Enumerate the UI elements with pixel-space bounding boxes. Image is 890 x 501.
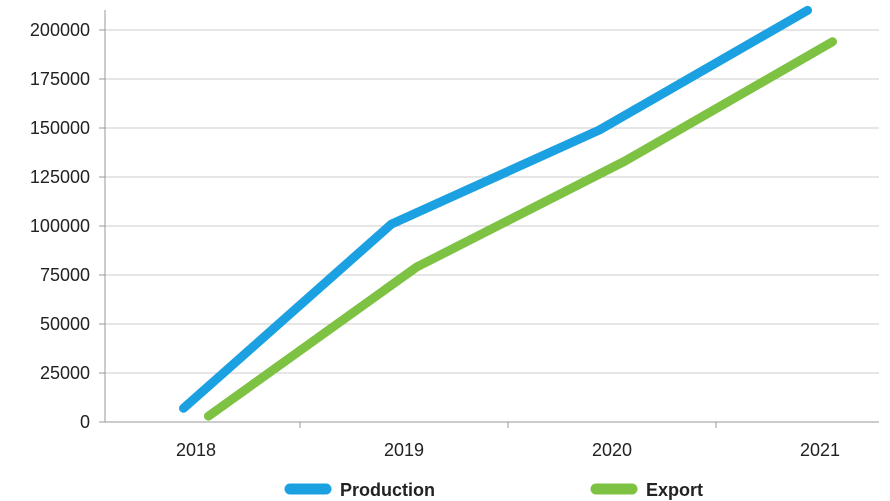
y-tick-label: 200000: [30, 20, 90, 40]
y-tick-label: 50000: [40, 314, 90, 334]
y-tick-label: 150000: [30, 118, 90, 138]
series-line-export: [203, 37, 837, 421]
y-tick-label: 125000: [30, 167, 90, 187]
y-tick-label: 75000: [40, 265, 90, 285]
y-tick-label: 25000: [40, 363, 90, 383]
x-tick-label: 2021: [800, 440, 840, 460]
legend-label-export: Export: [646, 480, 703, 500]
y-tick-label: 175000: [30, 69, 90, 89]
legend-label-production: Production: [340, 480, 435, 500]
series-lines: [179, 5, 837, 421]
legend: Production Export: [284, 480, 703, 500]
axes: [104, 10, 879, 423]
y-tick-label: 100000: [30, 216, 90, 236]
y-axis-ticks: 0 25000 50000 75000 100000 125000 150000 175000…: [30, 20, 105, 432]
x-axis-ticks: 2018 2019 2020 2021: [176, 422, 840, 460]
x-tick-label: 2019: [384, 440, 424, 460]
x-tick-label: 2020: [592, 440, 632, 460]
x-tick-label: 2018: [176, 440, 216, 460]
y-tick-label: 0: [80, 412, 90, 432]
series-line-production: [179, 5, 813, 413]
